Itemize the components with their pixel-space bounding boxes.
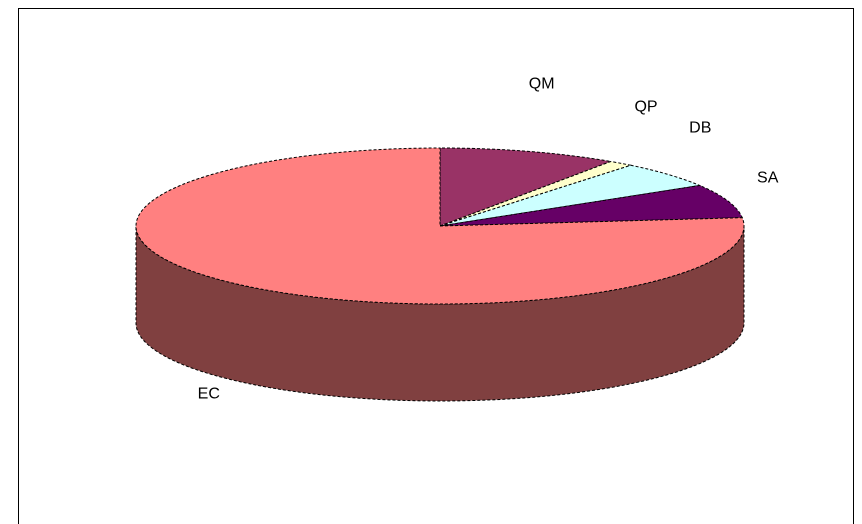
pie-tops	[135, 147, 745, 305]
pie-slice-ec	[135, 147, 745, 305]
slice-label-sa: SA	[757, 170, 779, 187]
pie-slice-sa	[439, 184, 744, 227]
slice-label-qp: QP	[634, 98, 657, 115]
pie-sides	[135, 225, 745, 402]
slice-label-qm: QM	[529, 76, 555, 93]
slice-label-db: DB	[689, 120, 711, 137]
pie-slice-qm	[439, 147, 613, 227]
pie-side-ec	[135, 225, 745, 402]
slice-label-ec: EC	[198, 386, 220, 403]
pie-labels: QM QP DB SA EC	[198, 76, 779, 403]
